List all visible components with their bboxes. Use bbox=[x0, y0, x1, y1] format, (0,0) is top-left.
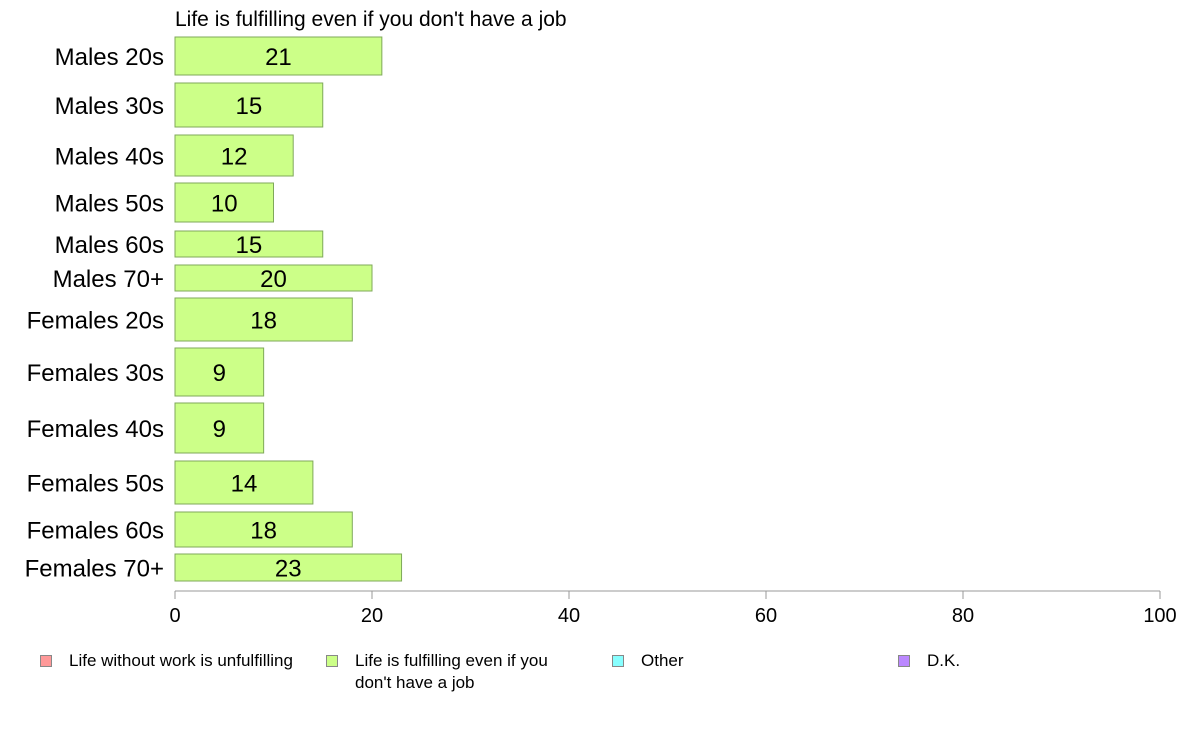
category-label: Males 20s bbox=[55, 44, 164, 71]
data-label: 21 bbox=[265, 44, 292, 71]
bar bbox=[174, 347, 265, 397]
bar bbox=[174, 553, 403, 582]
bar bbox=[174, 402, 265, 454]
data-label: 23 bbox=[275, 556, 302, 583]
x-tick-label: 40 bbox=[558, 605, 580, 627]
category-label: Females 70+ bbox=[25, 556, 164, 583]
legend-label-unfulfilling: Life without work is unfulfilling bbox=[69, 651, 293, 670]
data-label: 18 bbox=[250, 518, 277, 545]
bar-chart: Life is fulfilling even if you don't hav… bbox=[25, 8, 1177, 627]
category-label: Males 60s bbox=[55, 232, 164, 259]
legend-swatch-other bbox=[612, 655, 624, 667]
category-label: Females 30s bbox=[27, 360, 164, 387]
legend-item-unfulfilling: Life without work is unfulfilling bbox=[40, 640, 329, 672]
x-tick-label: 80 bbox=[952, 605, 974, 627]
legend-label-dk: D.K. bbox=[927, 651, 961, 670]
data-label: 15 bbox=[236, 232, 263, 259]
category-label: Females 20s bbox=[27, 308, 164, 335]
bar bbox=[174, 511, 353, 548]
data-label: 15 bbox=[236, 93, 263, 120]
legend-item-other: Other bbox=[612, 640, 841, 672]
x-tick-label: 20 bbox=[361, 605, 383, 627]
x-tick-label: 0 bbox=[169, 605, 180, 627]
data-label: 9 bbox=[213, 416, 226, 443]
bar bbox=[174, 134, 294, 177]
category-label: Males 30s bbox=[55, 93, 164, 120]
data-label: 12 bbox=[221, 144, 248, 171]
bar bbox=[174, 460, 314, 505]
legend-swatch-dk bbox=[898, 655, 910, 667]
x-tick-label: 100 bbox=[1143, 605, 1176, 627]
legend-item-fulfilling: Life is fulfilling even if you don't hav… bbox=[326, 640, 555, 694]
legend-item-dk: D.K. bbox=[898, 640, 1127, 672]
x-axis: 0 20 40 60 80 100 bbox=[169, 590, 1177, 627]
bar bbox=[174, 230, 324, 258]
data-label: 20 bbox=[260, 266, 287, 293]
bars-group: 21 Males 20s 15 Males 30s 12 Males 40s 10 Males… bbox=[25, 36, 403, 583]
bar bbox=[174, 182, 274, 223]
category-label: Females 60s bbox=[27, 518, 164, 545]
legend-label-fulfilling: Life is fulfilling even if you don't hav… bbox=[355, 651, 548, 692]
bar bbox=[174, 264, 373, 292]
data-label: 10 bbox=[211, 191, 238, 218]
legend: Life without work is unfulfilling Life i… bbox=[0, 640, 1188, 692]
data-label: 9 bbox=[213, 360, 226, 387]
category-label: Males 50s bbox=[55, 191, 164, 218]
x-tick-label: 60 bbox=[755, 605, 777, 627]
legend-swatch-fulfilling bbox=[326, 655, 338, 667]
bar bbox=[174, 36, 383, 76]
chart-title: Life is fulfilling even if you don't hav… bbox=[175, 8, 567, 31]
bar bbox=[174, 297, 353, 342]
legend-label-other: Other bbox=[641, 651, 684, 670]
legend-swatch-unfulfilling bbox=[40, 655, 52, 667]
category-label: Females 40s bbox=[27, 416, 164, 443]
bar bbox=[174, 82, 324, 128]
data-label: 14 bbox=[231, 471, 258, 498]
category-label: Males 70+ bbox=[53, 266, 164, 293]
category-label: Males 40s bbox=[55, 144, 164, 171]
category-label: Females 50s bbox=[27, 471, 164, 498]
data-label: 18 bbox=[250, 308, 277, 335]
